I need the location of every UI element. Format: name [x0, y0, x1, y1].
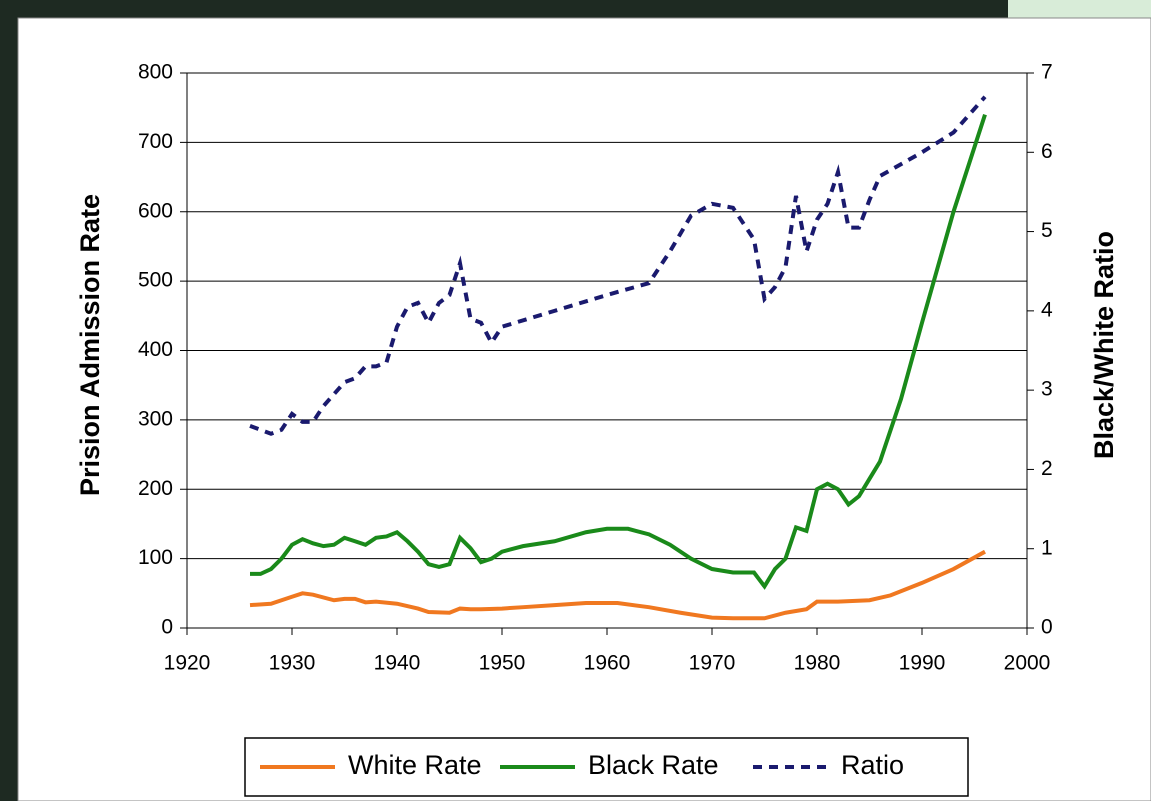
series-line	[249, 549, 986, 621]
y-tick-label: 700	[138, 130, 173, 153]
y-axis-title: Prision Admission Rate	[75, 194, 105, 496]
x-tick-label: 1920	[164, 652, 211, 675]
x-tick-label: 1990	[899, 652, 946, 675]
y2-tick-label: 3	[1041, 378, 1053, 401]
y2-tick-label: 5	[1041, 219, 1053, 242]
y2-tick-label: 2	[1041, 457, 1053, 480]
y-tick-label: 300	[138, 407, 173, 430]
x-tick-label: 1950	[479, 652, 526, 675]
legend-label: Black Rate	[588, 750, 719, 780]
y-tick-label: 400	[138, 338, 173, 361]
x-tick-label: 1980	[794, 652, 841, 675]
y2-axis-title: Black/White Ratio	[1089, 231, 1119, 459]
y2-tick-label: 1	[1041, 536, 1053, 559]
y-tick-label: 0	[161, 616, 173, 639]
x-tick-label: 1930	[269, 652, 316, 675]
series-line	[249, 95, 987, 436]
x-tick-label: 1940	[374, 652, 421, 675]
legend-box	[244, 737, 969, 797]
y2-tick-label: 6	[1041, 140, 1053, 163]
y-tick-label: 500	[138, 269, 173, 292]
corner	[1008, 0, 1151, 18]
y-tick-label: 600	[138, 199, 173, 222]
legend-label: Ratio	[841, 750, 904, 780]
panel	[17, 17, 1151, 801]
x-tick-label: 1970	[689, 652, 736, 675]
legend-label: White Rate	[348, 750, 482, 780]
y2-tick-label: 7	[1041, 61, 1053, 84]
y2-tick-label: 4	[1041, 298, 1053, 321]
x-tick-label: 2000	[1004, 652, 1051, 675]
y-tick-label: 100	[138, 546, 173, 569]
y-tick-label: 200	[138, 477, 173, 500]
x-tick-label: 1960	[584, 652, 631, 675]
y2-tick-label: 0	[1041, 616, 1053, 639]
series-line	[250, 114, 987, 590]
y-tick-label: 800	[138, 61, 173, 84]
